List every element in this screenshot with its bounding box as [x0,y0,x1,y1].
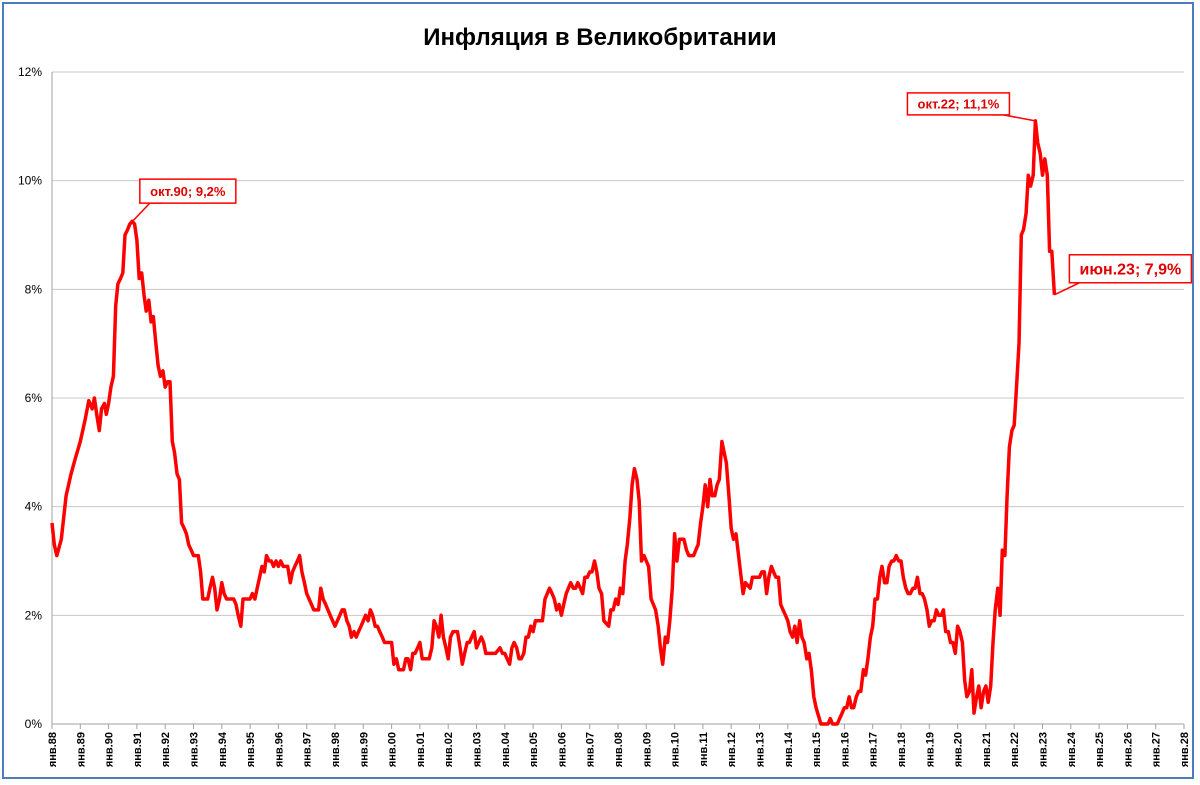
callout-label: окт.90; 9,2% [150,184,226,199]
x-tick-label: янв.10 [670,732,682,767]
inflation-chart: Инфляция в Великобритании 0% 2% 4% 6% 8% 10% 1… [18,24,1193,767]
x-tick-label: янв.13 [755,732,767,767]
y-tick-label: 4% [25,500,43,514]
x-tick-label: янв.07 [585,732,597,767]
x-tick-label: янв.97 [302,732,314,767]
x-tick-label: янв.14 [783,731,795,767]
x-tick-label: янв.11 [698,732,710,767]
x-tick-label: янв.23 [1038,732,1050,767]
y-tick-label: 2% [25,608,43,622]
x-tick-label: янв.20 [953,732,965,767]
y-tick-label: 8% [25,282,43,296]
x-tick-label: янв.04 [500,731,512,767]
x-axis: янв.88 янв.89 янв.90 янв.91 янв.92 янв.93 янв.… [47,72,1191,767]
x-tick-label: янв.96 [273,732,285,767]
x-tick-label: янв.08 [613,732,625,767]
x-tick-label: янв.03 [472,732,484,767]
gridlines [52,71,1184,616]
callout-box [1068,254,1193,284]
x-tick-label: янв.26 [1122,732,1134,767]
callout-leader [1054,282,1092,296]
x-tick-label: янв.88 [47,732,59,767]
y-tick-label: 12% [18,65,42,79]
callout-label: окт.22; 11,1% [918,97,1000,112]
x-tick-label: янв.01 [415,732,427,767]
callout-box [906,92,1011,116]
x-tick-label: янв.95 [245,732,257,767]
x-tick-label: янв.28 [1179,732,1191,767]
x-tick-label: янв.24 [1066,731,1078,767]
x-tick-label: янв.09 [641,732,653,767]
x-tick-label: янв.05 [528,732,540,767]
y-axis-ticks: 0% 2% 4% 6% 8% 10% 12% [18,65,42,731]
x-tick-label: янв.21 [981,732,993,767]
x-tick-label: янв.19 [924,732,936,767]
x-tick-label: янв.22 [1009,732,1021,767]
x-tick-label: янв.92 [160,732,172,767]
x-tick-label: янв.91 [132,732,144,767]
x-tick-label: янв.25 [1094,732,1106,767]
x-tick-label: янв.16 [839,732,851,767]
callout-label: июн.23; 7,9% [1080,262,1182,279]
x-tick-label: янв.00 [387,732,399,767]
x-tick-label: янв.02 [443,732,455,767]
callout-leader [991,114,1036,122]
x-tick-label: янв.15 [811,732,823,767]
x-tick-label: янв.06 [556,732,568,767]
x-tick-label: янв.27 [1151,732,1163,767]
x-tick-label: янв.93 [189,732,201,767]
chart-title: Инфляция в Великобритании [423,24,776,51]
x-tick-label: янв.90 [104,732,116,767]
series-layer [50,119,1057,726]
series-line [50,119,1057,726]
annotations: окт.90; 9,2% окт.22; 11,1% июн.23; 7,9% [129,92,1193,296]
callout-box [139,178,237,204]
x-tick-label: янв.17 [868,732,880,767]
x-tick-label: янв.94 [217,731,229,767]
x-tick-label: янв.12 [726,732,738,767]
x-tick-label: янв.99 [358,732,370,767]
x-tick-label: янв.98 [330,732,342,767]
callout-leader [129,202,162,225]
y-tick-label: 0% [25,717,43,731]
x-tick-label: янв.18 [896,732,908,767]
x-tick-label: янв.89 [75,732,87,767]
y-tick-label: 10% [18,174,42,188]
y-tick-label: 6% [25,391,43,405]
